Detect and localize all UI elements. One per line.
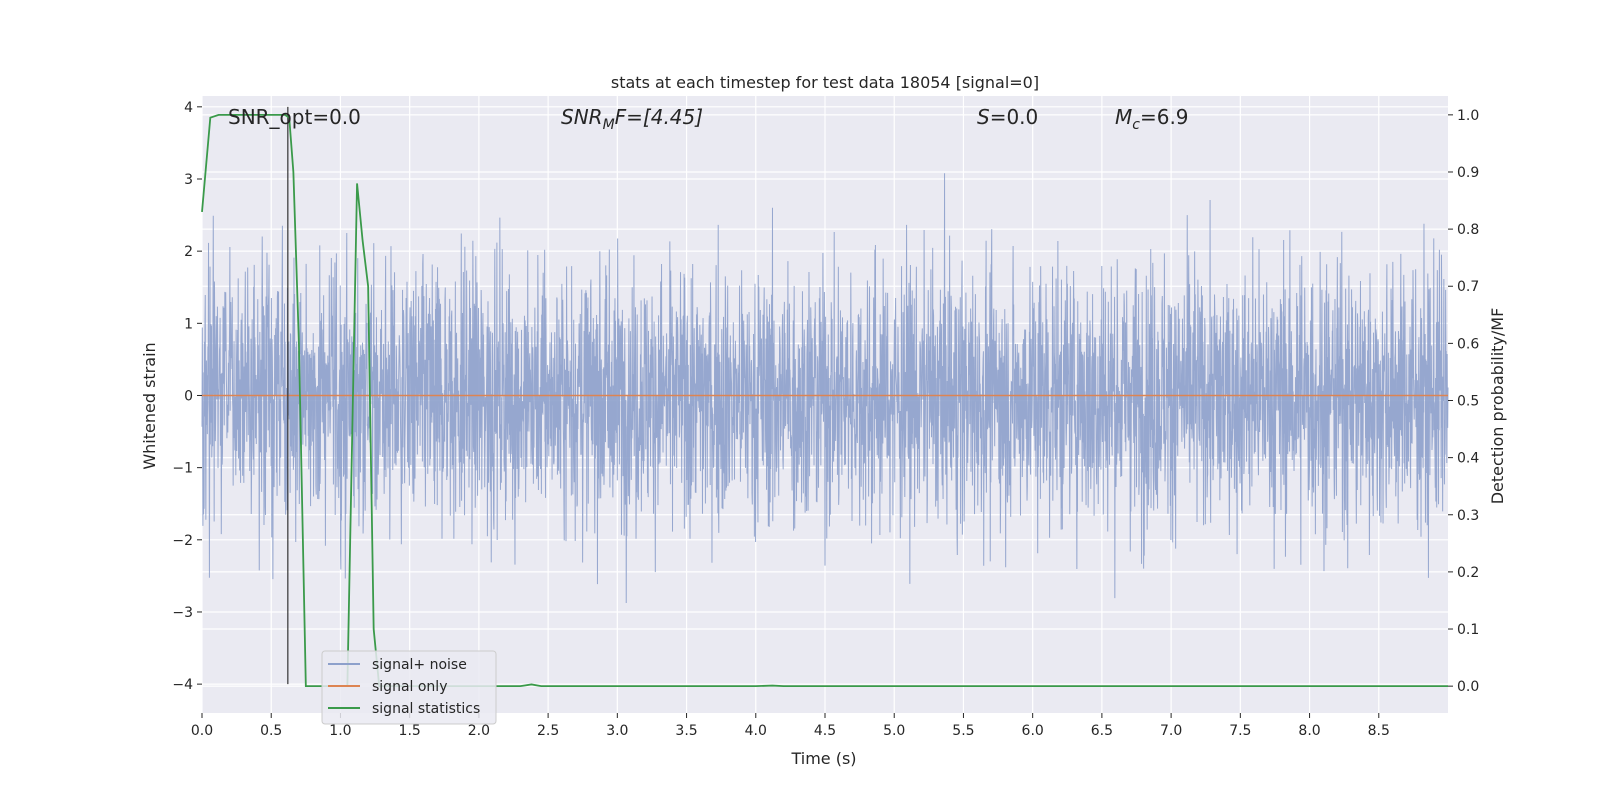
y2-tick-label-7: 0.3	[1457, 508, 1479, 524]
legend-label-signal-noise: signal+ noise	[372, 657, 467, 673]
x-axis-label: Time (s)	[790, 749, 856, 768]
y2-tick-label-2: 0.8	[1457, 222, 1479, 238]
y-tick-label-1: 3	[184, 172, 193, 188]
x-tick-label-12: 6.0	[1022, 723, 1044, 739]
y2-tick-label-9: 0.1	[1457, 622, 1479, 638]
x-tick-label-7: 3.5	[675, 723, 697, 739]
x-tick-label-5: 2.5	[537, 723, 559, 739]
x-tick-label-13: 6.5	[1091, 723, 1113, 739]
y2-tick-label-4: 0.6	[1457, 336, 1479, 352]
x-tick-label-3: 1.5	[399, 723, 421, 739]
y-tick-label-5: −1	[172, 461, 193, 477]
annotation-s-rest: =0.0	[990, 105, 1039, 129]
annotation-mc-main: M	[1115, 105, 1132, 129]
y-tick-label-8: −4	[172, 677, 193, 693]
chart-title: stats at each timestep for test data 180…	[611, 73, 1039, 92]
y2-tick-label-10: 0.0	[1457, 679, 1479, 695]
x-tick-label-0: 0.0	[191, 723, 213, 739]
x-tick-label-8: 4.0	[745, 723, 767, 739]
legend-box	[321, 650, 497, 725]
x-tick-label-17: 8.5	[1368, 723, 1390, 739]
y-tick-label-0: 4	[184, 100, 193, 116]
x-tick-label-14: 7.0	[1160, 723, 1182, 739]
y2-tick-label-1: 0.9	[1457, 165, 1479, 181]
annotation-s: S=0.0	[977, 105, 1038, 129]
legend-label-signal-only: signal only	[372, 679, 447, 695]
annotation-snr-mf-main: SNR	[561, 105, 603, 129]
x-tick-label-10: 5.0	[883, 723, 905, 739]
y2-tick-label-5: 0.5	[1457, 394, 1479, 410]
y-tick-label-2: 2	[184, 244, 193, 260]
annotation-mc: Mc=6.9	[1115, 105, 1189, 133]
annotation-snr-mf-sub: M	[603, 117, 615, 133]
signal-noise-trace	[201, 173, 1449, 604]
x-tick-label-2: 1.0	[329, 723, 351, 739]
legend-label-signal-statistics: signal statistics	[372, 701, 480, 717]
series-signal-noise	[201, 173, 1449, 604]
y-tick-label-7: −3	[172, 605, 193, 621]
legend: signal+ noise signal only signal statist…	[321, 650, 497, 725]
y-tick-label-4: 0	[184, 388, 193, 404]
y-tick-label-6: −2	[172, 533, 193, 549]
x-tick-label-6: 3.0	[606, 723, 628, 739]
annotation-snr-opt: SNR_opt=0.0	[228, 105, 361, 129]
y2-tick-label-6: 0.4	[1457, 451, 1479, 467]
y2-tick-label-3: 0.7	[1457, 279, 1479, 295]
annotation-mc-sub: c	[1132, 117, 1140, 133]
x-tick-label-11: 5.5	[952, 723, 974, 739]
annotation-snr-mf: SNRMF=[4.45]	[561, 105, 703, 133]
x-tick-label-9: 4.5	[814, 723, 836, 739]
x-tick-label-15: 7.5	[1229, 723, 1251, 739]
annotation-s-main: S	[977, 105, 990, 129]
y-tick-label-3: 1	[184, 316, 193, 332]
y-axis-label: Whitened strain	[140, 342, 159, 469]
x-tick-label-1: 0.5	[260, 723, 282, 739]
axes: 0.0 0.5 1.0 1.5 2.0 2.5 3.0 3.5 4.0 4.5 5.0 5.5 6.0 6…	[172, 100, 1479, 739]
y2-tick-label-8: 0.2	[1457, 565, 1479, 581]
x-tick-label-4: 2.0	[468, 723, 490, 739]
y2-axis-label: Detection probability/MF	[1488, 308, 1507, 505]
annotation-mc-rest: =6.9	[1140, 105, 1189, 129]
x-tick-label-16: 8.0	[1298, 723, 1320, 739]
y2-tick-label-0: 1.0	[1457, 108, 1479, 124]
annotation-snr-mf-rest: F=[4.45]	[615, 105, 703, 129]
